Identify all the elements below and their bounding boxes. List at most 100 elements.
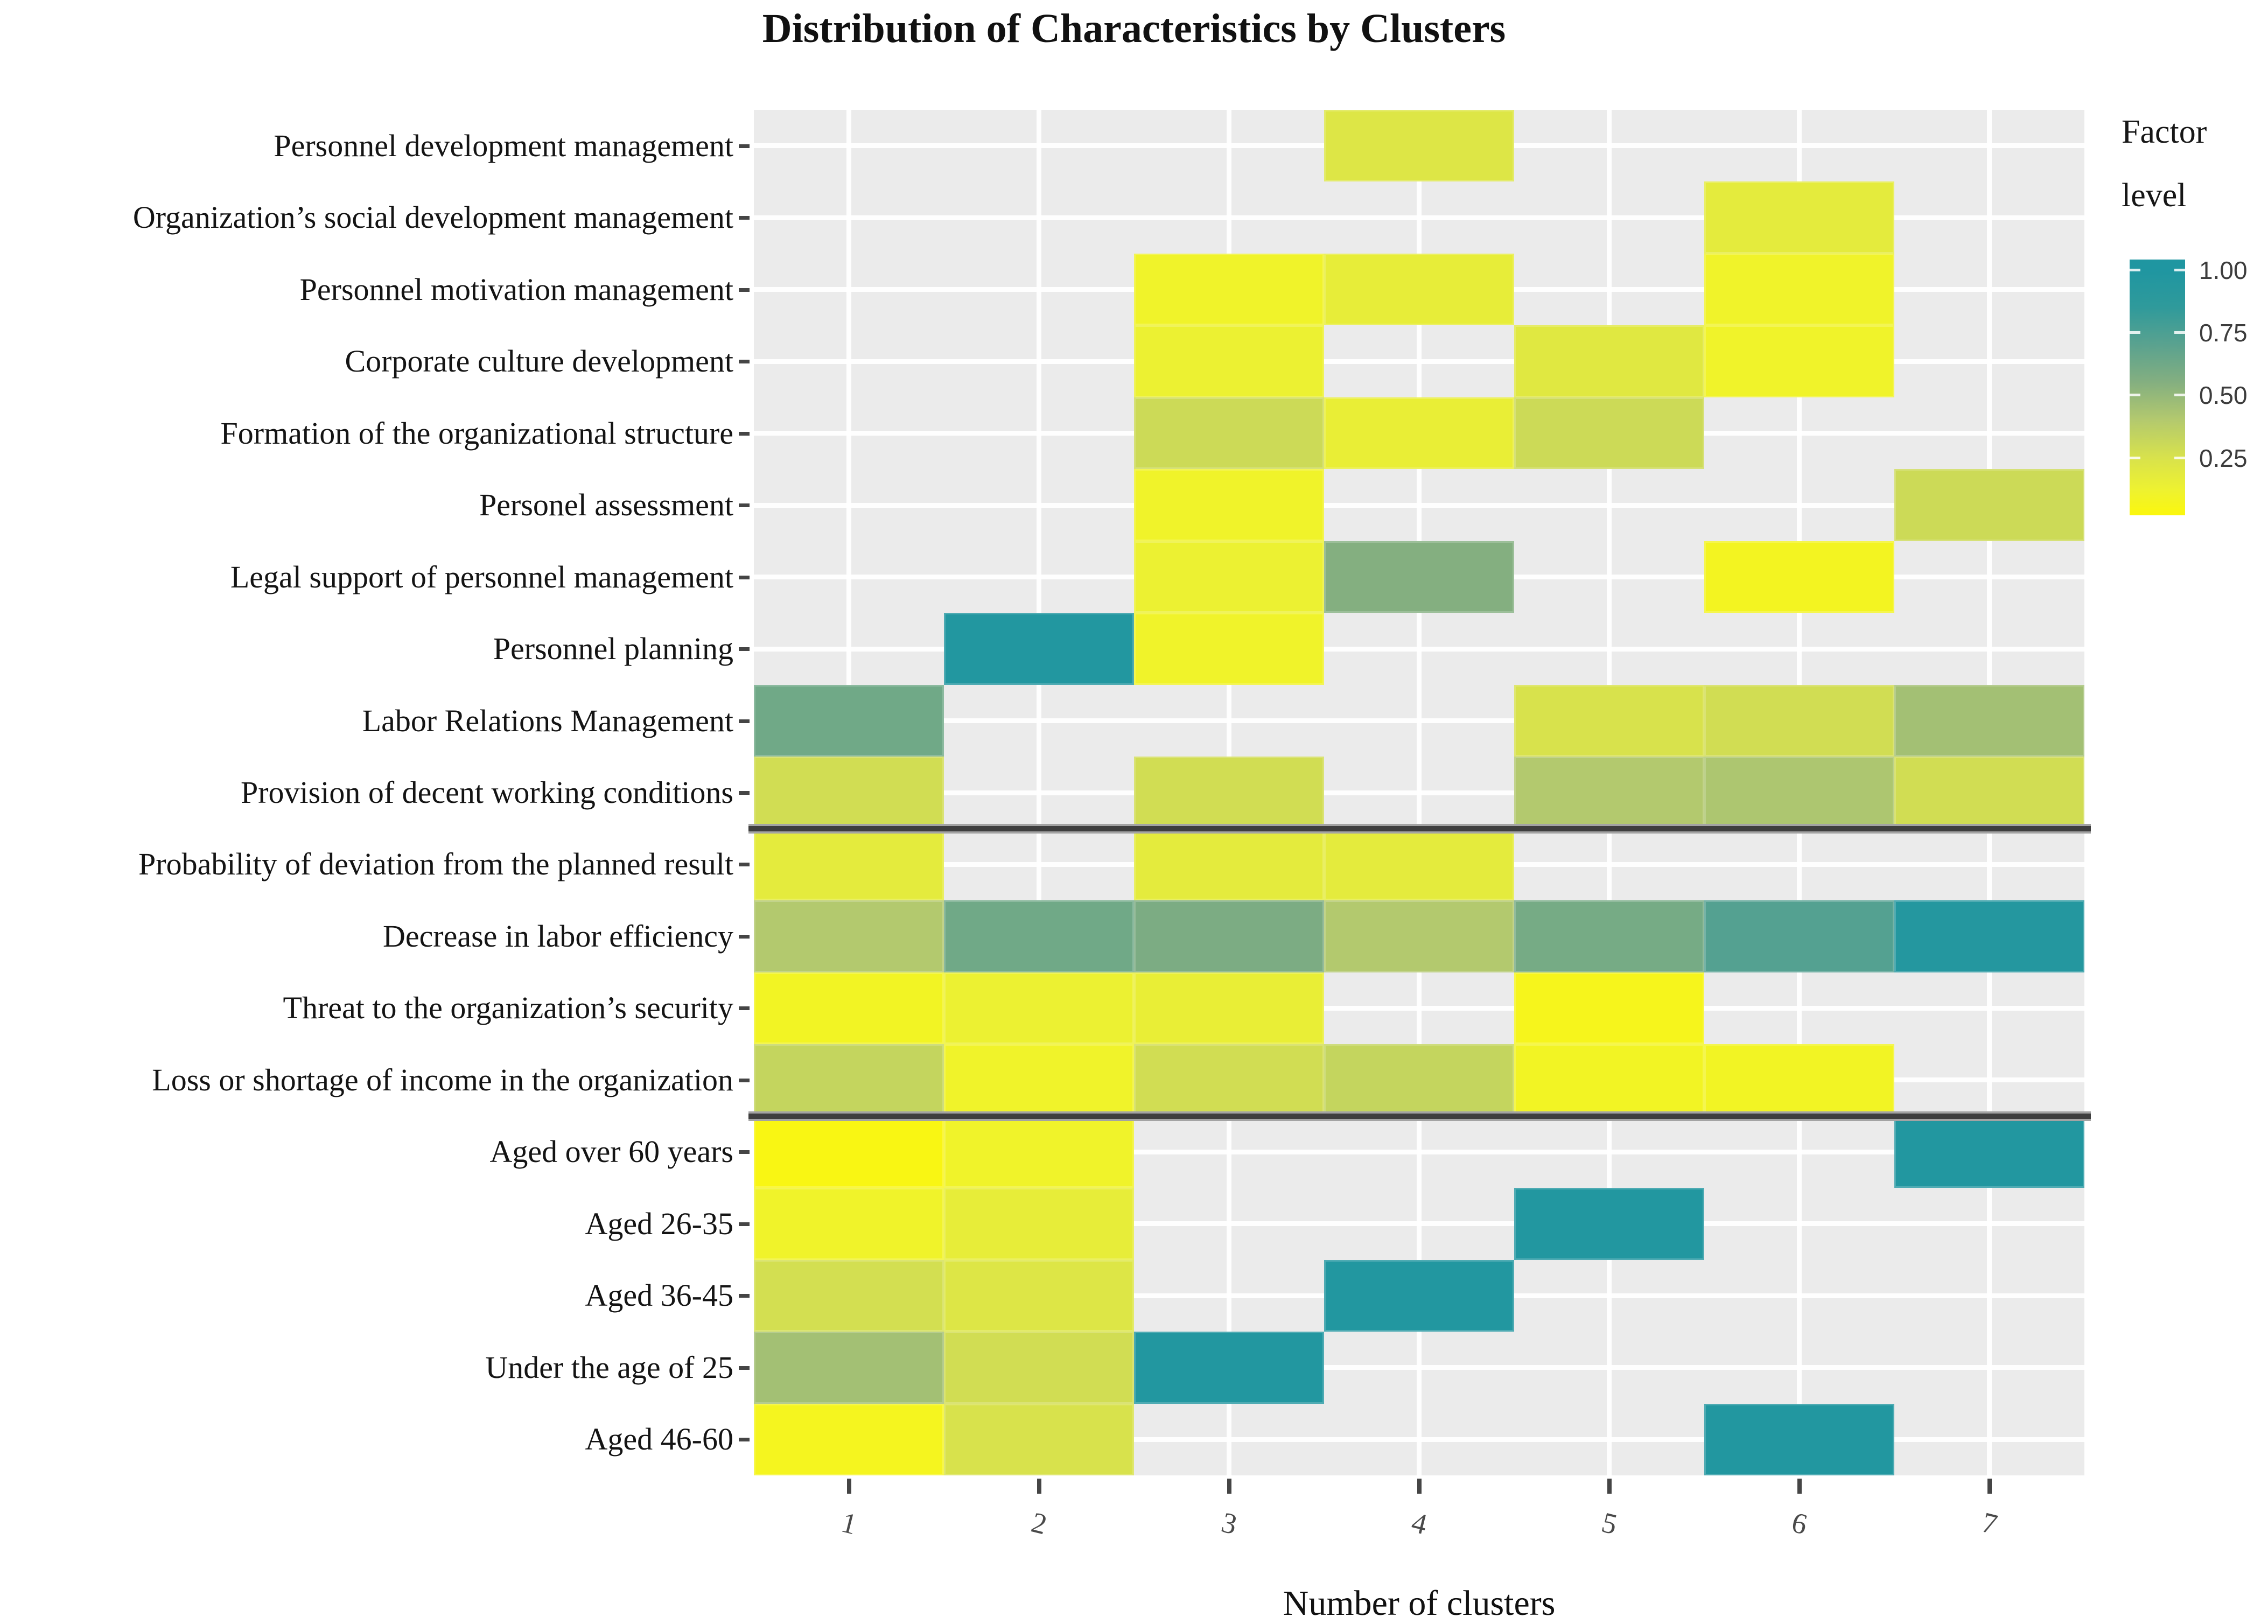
heatmap-cell [1514, 757, 1704, 829]
heatmap-cell [1514, 1188, 1704, 1260]
y-axis-tick [739, 863, 750, 867]
legend-bar-tick [2174, 268, 2185, 271]
heatmap-cell [1134, 325, 1324, 397]
x-axis-tick [1037, 1479, 1041, 1494]
heatmap-cell [1894, 900, 2084, 972]
group-separator-line [748, 1111, 2091, 1121]
heatmap-cell [754, 1332, 944, 1404]
y-axis-label: Under the age of 25 [485, 1349, 733, 1385]
legend-tick-label: 0.50 [2199, 381, 2248, 410]
heatmap-cell [1134, 397, 1324, 470]
gridline-horizontal [754, 1365, 2084, 1370]
y-axis-tick [739, 647, 750, 652]
y-axis-label: Personnel development management [274, 128, 733, 163]
y-axis-label: Labor Relations Management [362, 703, 733, 738]
heatmap-cell [1134, 1044, 1324, 1116]
heatmap-cell [754, 972, 944, 1045]
heatmap-cell [1324, 253, 1514, 326]
heatmap-cell [1514, 397, 1704, 470]
heatmap-cell [1134, 469, 1324, 541]
heatmap-cell [754, 757, 944, 829]
legend-bar-tick [2174, 394, 2185, 397]
heatmap-cell [944, 900, 1134, 972]
y-axis-tick [739, 1366, 750, 1370]
y-axis-label: Personel assessment [479, 487, 733, 523]
y-axis-label: Formation of the organizational structur… [220, 415, 733, 451]
heatmap-cell [1704, 325, 1894, 397]
legend-bar-tick [2130, 394, 2140, 397]
heatmap-cell [1134, 541, 1324, 613]
legend-tick-label: 0.75 [2199, 319, 2248, 347]
gridline-horizontal [754, 646, 2084, 652]
y-axis-tick [739, 934, 750, 939]
x-axis-tick-label: 4 [1408, 1506, 1430, 1541]
y-axis-tick [739, 431, 750, 436]
heatmap-cell [754, 1188, 944, 1260]
heatmap-cell [1704, 1403, 1894, 1475]
heatmap-cell [1134, 757, 1324, 829]
x-axis-tick-label: 6 [1788, 1506, 1810, 1541]
gridline-horizontal [754, 359, 2084, 364]
legend-bar-tick [2174, 456, 2185, 459]
gridline-horizontal [754, 1149, 2084, 1154]
heatmap-cell [1324, 900, 1514, 972]
heatmap-cell [944, 1188, 1134, 1260]
heatmap-cell [754, 1044, 944, 1116]
y-axis-label: Legal support of personnel management [230, 559, 733, 594]
heatmap-cell [944, 972, 1134, 1045]
y-axis-label: Personnel motivation management [299, 271, 733, 307]
y-axis-label: Aged 46-60 [585, 1422, 733, 1457]
x-axis-tick-label: 5 [1598, 1506, 1620, 1541]
heatmap-cell [1894, 684, 2084, 757]
x-axis-tick-label: 1 [838, 1506, 860, 1541]
gridline-horizontal [754, 1221, 2084, 1227]
heatmap-cell [944, 1332, 1134, 1404]
chart-title: Distribution of Characteristics by Clust… [762, 6, 1506, 51]
heatmap-cell [1324, 1259, 1514, 1332]
heatmap-cell [1704, 684, 1894, 757]
x-axis-tick-label: 3 [1218, 1506, 1240, 1541]
heatmap-cell [944, 1259, 1134, 1332]
legend-tick-label: 1.00 [2199, 256, 2248, 284]
legend-gradient-bar [2130, 260, 2185, 515]
heatmap-cell [1894, 469, 2084, 541]
heatmap-cell [1134, 828, 1324, 901]
x-axis-tick-label: 7 [1978, 1506, 2000, 1541]
x-axis-tick-label: 2 [1028, 1506, 1050, 1541]
y-axis-label: Aged over 60 years [489, 1134, 733, 1170]
gridline-horizontal [754, 502, 2084, 508]
legend-tick-label: 0.25 [2199, 444, 2248, 472]
heatmap-cell [1324, 110, 1514, 182]
heatmap-cell [944, 1403, 1134, 1475]
heatmap-cell [1324, 541, 1514, 613]
y-axis-label: Threat to the organization’s security [283, 990, 733, 1026]
y-axis-label: Aged 36-45 [585, 1278, 733, 1313]
y-axis-label: Probability of deviation from the planne… [138, 846, 733, 882]
y-axis-tick [739, 288, 750, 292]
heatmap-cell [1704, 900, 1894, 972]
plot-panel [754, 110, 2084, 1475]
x-axis-tick [1797, 1479, 1802, 1494]
y-axis-tick [739, 360, 750, 364]
heatmap-cell [1704, 757, 1894, 829]
heatmap-cell [1704, 181, 1894, 254]
group-separator-line [748, 823, 2091, 834]
heatmap-cell [1704, 541, 1894, 613]
heatmap-cell [1704, 253, 1894, 326]
x-axis-tick [1607, 1479, 1612, 1494]
legend-title-line1: Factor [2122, 114, 2207, 150]
y-axis-label: Aged 26-35 [585, 1206, 733, 1241]
y-axis-tick [739, 575, 750, 579]
legend-bar-tick [2130, 331, 2140, 334]
heatmap-cell [1134, 1332, 1324, 1404]
legend-bar-tick [2130, 268, 2140, 271]
heatmap-cell [1134, 613, 1324, 685]
gridline-horizontal [754, 1437, 2084, 1442]
y-axis-tick [739, 1222, 750, 1226]
heatmap-cell [754, 828, 944, 901]
heatmap-cell [944, 1116, 1134, 1188]
heatmap-cell [1514, 1044, 1704, 1116]
heatmap-cell [1894, 757, 2084, 829]
heatmap-cell [1704, 1044, 1894, 1116]
